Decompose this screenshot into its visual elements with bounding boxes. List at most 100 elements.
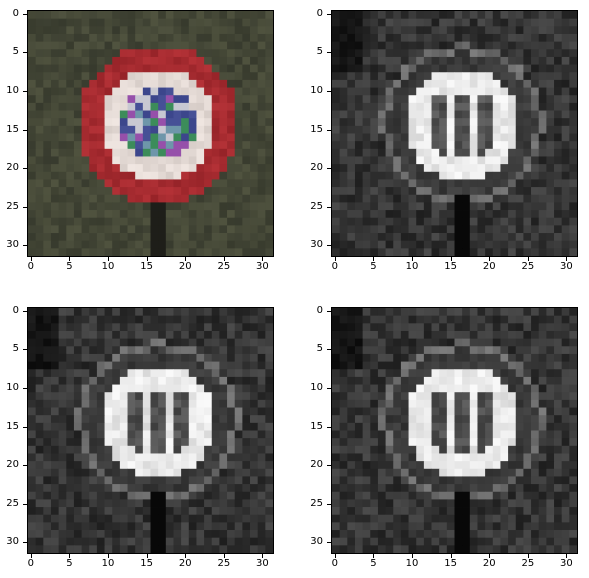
- y-tick-label: 30: [6, 239, 19, 251]
- y-tick-label: 5: [12, 343, 19, 355]
- image-frame: [27, 10, 274, 257]
- traffic-sign-image: [28, 11, 273, 256]
- y-tick-mark: [23, 465, 27, 467]
- x-tick-mark: [566, 554, 568, 558]
- y-tick-label: 25: [6, 200, 19, 212]
- x-tick-label: 25: [521, 558, 535, 569]
- image-panel-top-right: 0 5 10 15 20 25 30 0 5 10 15 20 25 30: [310, 8, 578, 275]
- image-panel-top-left: 0 5 10 15 20 25 30 0 5 10 15 20 25 30: [6, 8, 274, 275]
- x-tick-label: 5: [370, 558, 377, 569]
- x-tick-label: 30: [256, 261, 269, 272]
- x-tick-mark: [108, 257, 110, 261]
- y-tick-label: 30: [6, 536, 19, 548]
- y-tick-mark: [327, 388, 331, 390]
- x-tick-mark: [108, 554, 110, 558]
- y-tick-label: 10: [6, 382, 19, 394]
- y-tick-label: 15: [310, 420, 323, 432]
- y-tick-mark: [23, 503, 27, 505]
- x-tick-mark: [262, 257, 264, 261]
- x-tick-mark: [373, 257, 375, 261]
- y-tick-mark: [327, 465, 331, 467]
- x-tick-mark: [69, 554, 71, 558]
- y-tick-mark: [23, 129, 27, 131]
- y-tick-label: 0: [12, 7, 19, 19]
- y-tick-label: 20: [6, 459, 19, 471]
- x-tick-label: 25: [521, 261, 535, 272]
- x-tick-mark: [566, 257, 568, 261]
- y-tick-mark: [327, 245, 331, 247]
- x-tick-label: 5: [66, 261, 73, 272]
- x-tick-label: 20: [482, 558, 496, 569]
- x-tick-mark: [373, 554, 375, 558]
- x-tick-mark: [30, 257, 32, 261]
- x-tick-label: 20: [178, 261, 192, 272]
- x-tick-mark: [334, 257, 336, 261]
- y-tick-label: 5: [12, 46, 19, 58]
- x-tick-mark: [30, 554, 32, 558]
- y-tick-label: 0: [12, 304, 19, 316]
- x-tick-mark: [489, 554, 491, 558]
- x-tick-mark: [146, 554, 148, 558]
- x-tick-label: 30: [560, 558, 573, 569]
- x-tick-label: 15: [444, 558, 457, 569]
- y-tick-label: 25: [310, 200, 323, 212]
- x-tick-mark: [223, 554, 225, 558]
- y-tick-mark: [23, 91, 27, 93]
- y-tick-label: 20: [310, 162, 323, 174]
- traffic-sign-image: [332, 308, 577, 553]
- x-tick-label: 10: [101, 558, 115, 569]
- y-tick-mark: [23, 52, 27, 54]
- x-tick-mark: [69, 257, 71, 261]
- y-tick-label: 10: [6, 85, 19, 97]
- x-tick-mark: [527, 257, 529, 261]
- x-tick-mark: [527, 554, 529, 558]
- x-tick-label: 0: [27, 261, 35, 272]
- x-tick-mark: [412, 257, 414, 261]
- y-tick-label: 10: [310, 85, 323, 97]
- y-tick-mark: [23, 310, 27, 312]
- y-tick-mark: [327, 503, 331, 505]
- x-tick-label: 15: [140, 261, 153, 272]
- x-tick-label: 30: [560, 261, 573, 272]
- y-tick-mark: [327, 168, 331, 170]
- x-tick-label: 10: [405, 558, 419, 569]
- y-tick-label: 25: [6, 497, 19, 509]
- y-tick-mark: [327, 52, 331, 54]
- x-tick-label: 20: [482, 261, 496, 272]
- x-tick-label: 15: [444, 261, 457, 272]
- x-tick-mark: [185, 257, 187, 261]
- y-tick-mark: [327, 349, 331, 351]
- y-tick-mark: [327, 206, 331, 208]
- y-tick-label: 0: [316, 304, 323, 316]
- x-tick-mark: [223, 257, 225, 261]
- y-tick-label: 15: [6, 420, 19, 432]
- y-tick-label: 30: [310, 239, 323, 251]
- y-tick-mark: [327, 91, 331, 93]
- x-tick-label: 25: [217, 261, 231, 272]
- x-tick-label: 0: [27, 558, 35, 569]
- x-tick-mark: [450, 257, 452, 261]
- x-tick-label: 10: [101, 261, 115, 272]
- y-tick-mark: [23, 13, 27, 15]
- x-tick-label: 5: [370, 261, 377, 272]
- y-tick-label: 20: [310, 459, 323, 471]
- image-frame: [331, 10, 578, 257]
- y-tick-mark: [327, 310, 331, 312]
- traffic-sign-image: [332, 11, 577, 256]
- y-tick-label: 10: [310, 382, 323, 394]
- x-tick-label: 25: [217, 558, 231, 569]
- y-tick-mark: [327, 13, 331, 15]
- y-tick-mark: [23, 245, 27, 247]
- y-tick-label: 0: [316, 7, 323, 19]
- x-tick-label: 15: [140, 558, 153, 569]
- traffic-sign-image: [28, 308, 273, 553]
- image-panel-bottom-left: 0 5 10 15 20 25 30 0 5 10 15 20 25 30: [6, 305, 274, 572]
- y-tick-mark: [23, 388, 27, 390]
- y-tick-mark: [327, 129, 331, 131]
- x-tick-mark: [412, 554, 414, 558]
- x-tick-label: 10: [405, 261, 419, 272]
- x-tick-mark: [146, 257, 148, 261]
- x-tick-label: 20: [178, 558, 192, 569]
- y-tick-mark: [327, 426, 331, 428]
- y-tick-label: 20: [6, 162, 19, 174]
